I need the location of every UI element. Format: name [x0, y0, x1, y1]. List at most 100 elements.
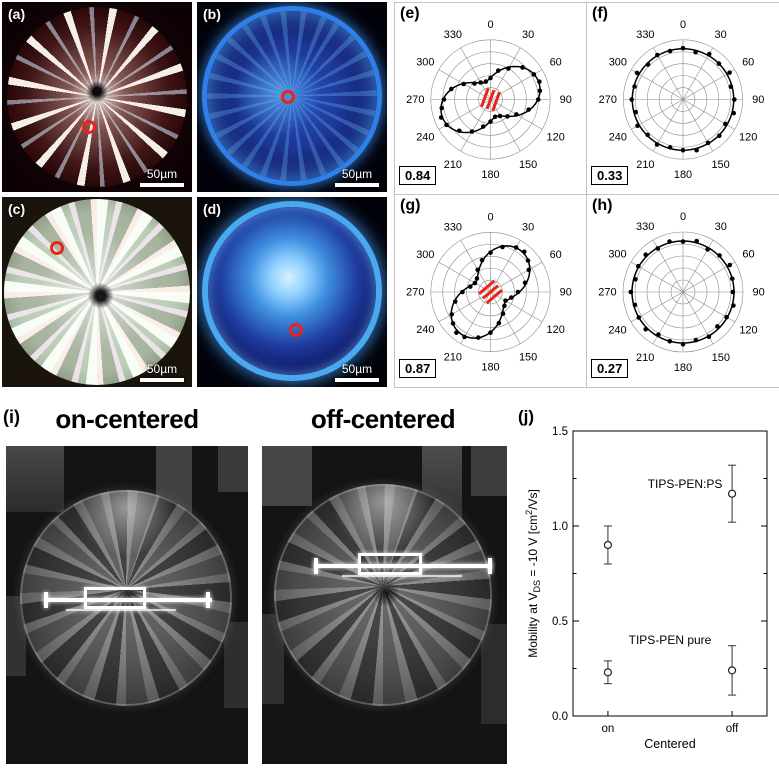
svg-text:330: 330: [444, 221, 462, 233]
polar-plot-grid: 0 30 60 90 120 150 180 210 240 270 300 330 (e) 0.84…: [394, 2, 779, 388]
svg-text:210: 210: [636, 352, 654, 364]
svg-text:120: 120: [547, 324, 565, 336]
scale-bar: 50µm: [335, 167, 379, 187]
scale-bar-line: [335, 378, 379, 382]
data-points: [629, 45, 737, 153]
svg-text:1.5: 1.5: [552, 426, 568, 438]
probe-pad: [481, 624, 507, 724]
panel-label-c: (c): [8, 201, 26, 217]
svg-text:150: 150: [712, 352, 730, 364]
svg-text:60: 60: [550, 56, 562, 68]
svg-text:0: 0: [680, 211, 686, 223]
polar-grid-lines: [623, 39, 743, 160]
data-points: [628, 238, 736, 347]
svg-text:90: 90: [752, 94, 764, 106]
electrode-line: [314, 564, 492, 568]
micrograph-grid: (a) 50µm (b) 50µm (c) 50µm: [2, 2, 387, 387]
svg-text:1.0: 1.0: [552, 521, 568, 533]
electrode-channel: [358, 553, 422, 575]
series-tips-pen-pure: TIPS-PEN pure: [603, 633, 737, 696]
svg-text:60: 60: [742, 56, 754, 68]
svg-text:330: 330: [444, 29, 462, 41]
electrode-line: [44, 598, 212, 602]
svg-text:270: 270: [406, 94, 424, 106]
red-circle-marker: [289, 323, 303, 337]
panel-label-g: (g): [400, 197, 421, 214]
probe-pad: [262, 614, 284, 704]
svg-text:30: 30: [522, 29, 534, 41]
scale-label: 50µm: [146, 167, 178, 181]
svg-text:0: 0: [680, 19, 686, 31]
svg-text:210: 210: [444, 352, 462, 364]
angle-tick-labels: 0 30 60 90 120 150 180 210 240 270 300 330: [598, 211, 765, 374]
svg-text:30: 30: [715, 221, 727, 233]
y-axis-ticks: 0.0 0.5 1.0 1.5: [552, 426, 767, 723]
svg-text:150: 150: [519, 352, 537, 364]
electrode-stub: [206, 592, 210, 608]
svg-text:90: 90: [752, 287, 764, 299]
scale-bar: 50µm: [335, 362, 379, 382]
svg-text:180: 180: [481, 169, 499, 181]
svg-text:180: 180: [481, 362, 499, 374]
title-on-centered: on-centered: [55, 404, 199, 434]
series-tips-pen-ps: TIPS-PEN:PS: [603, 464, 737, 565]
title-off-centered: off-centered: [310, 404, 456, 434]
probe-pad: [224, 622, 248, 708]
svg-text:TIPS-PEN:PS: TIPS-PEN:PS: [648, 477, 723, 491]
svg-text:180: 180: [674, 169, 692, 181]
mobility-scatter-plot: 0.0 0.5 1.0 1.5 on off Centered Mobility at VDS…: [524, 426, 768, 751]
angle-tick-labels: 0 30 60 90 120 150 180 210 240 270 300 330: [406, 19, 572, 181]
svg-text:120: 120: [547, 132, 565, 144]
red-circle-marker: [281, 90, 295, 104]
micrograph-b: (b) 50µm: [197, 2, 387, 192]
svg-text:180: 180: [674, 362, 692, 374]
svg-text:240: 240: [608, 324, 626, 336]
svg-text:270: 270: [406, 286, 424, 298]
red-circle-marker: [50, 241, 64, 255]
electrode-channel: [84, 587, 146, 609]
scale-bar-line: [140, 378, 184, 382]
svg-text:30: 30: [522, 221, 534, 233]
svg-text:330: 330: [636, 29, 654, 41]
nucleation-center: [372, 579, 401, 608]
crystallized-droplet: [274, 484, 492, 706]
svg-text:300: 300: [609, 56, 627, 68]
electrode-stub: [314, 558, 318, 574]
svg-text:330: 330: [636, 221, 654, 233]
polar-plot-g: 0 30 60 90 120 150 180 210 240 270 300 330 (g) 0.87: [395, 195, 587, 387]
optical-micrograph-on-centered: [6, 446, 248, 764]
svg-text:240: 240: [416, 324, 434, 336]
scale-bar: 50µm: [140, 167, 184, 187]
svg-text:210: 210: [636, 159, 654, 171]
anisotropy-value: 0.33: [591, 166, 629, 185]
svg-text:off: off: [726, 723, 739, 735]
electrode-line: [66, 609, 176, 611]
svg-text:0: 0: [487, 19, 493, 31]
polar-plot-svg: 0 30 60 90 120 150 180 210 240 270 300 330: [599, 19, 765, 181]
plot-frame: [572, 430, 768, 717]
polar-plot-f: 0 30 60 90 120 150 180 210 240 270 300 330 (f) 0.33: [587, 3, 779, 195]
scale-bar: 50µm: [140, 362, 184, 382]
panel-label-i: (i): [3, 407, 20, 427]
micrograph-c: (c) 50µm: [2, 197, 192, 387]
svg-text:300: 300: [416, 56, 434, 68]
data-points: [438, 65, 543, 134]
data-points: [449, 244, 532, 340]
polar-grid-lines: [622, 231, 744, 353]
svg-text:0.0: 0.0: [552, 711, 568, 723]
svg-text:0: 0: [487, 211, 493, 223]
panel-label-j: (j): [518, 407, 535, 426]
svg-text:240: 240: [416, 132, 434, 144]
probe-pad: [218, 446, 248, 492]
electrode-line: [342, 575, 462, 577]
spherulite-crystal-image: [4, 199, 190, 385]
svg-text:0.5: 0.5: [552, 616, 568, 628]
svg-text:300: 300: [608, 249, 626, 261]
anisotropy-value: 0.27: [591, 359, 629, 378]
svg-text:210: 210: [444, 159, 462, 171]
spherulite-crystal-image: [7, 7, 187, 187]
panel-label-b: (b): [203, 6, 221, 22]
red-circle-marker: [82, 120, 96, 134]
panel-label-h: (h): [592, 197, 613, 214]
scale-label: 50µm: [341, 362, 373, 376]
